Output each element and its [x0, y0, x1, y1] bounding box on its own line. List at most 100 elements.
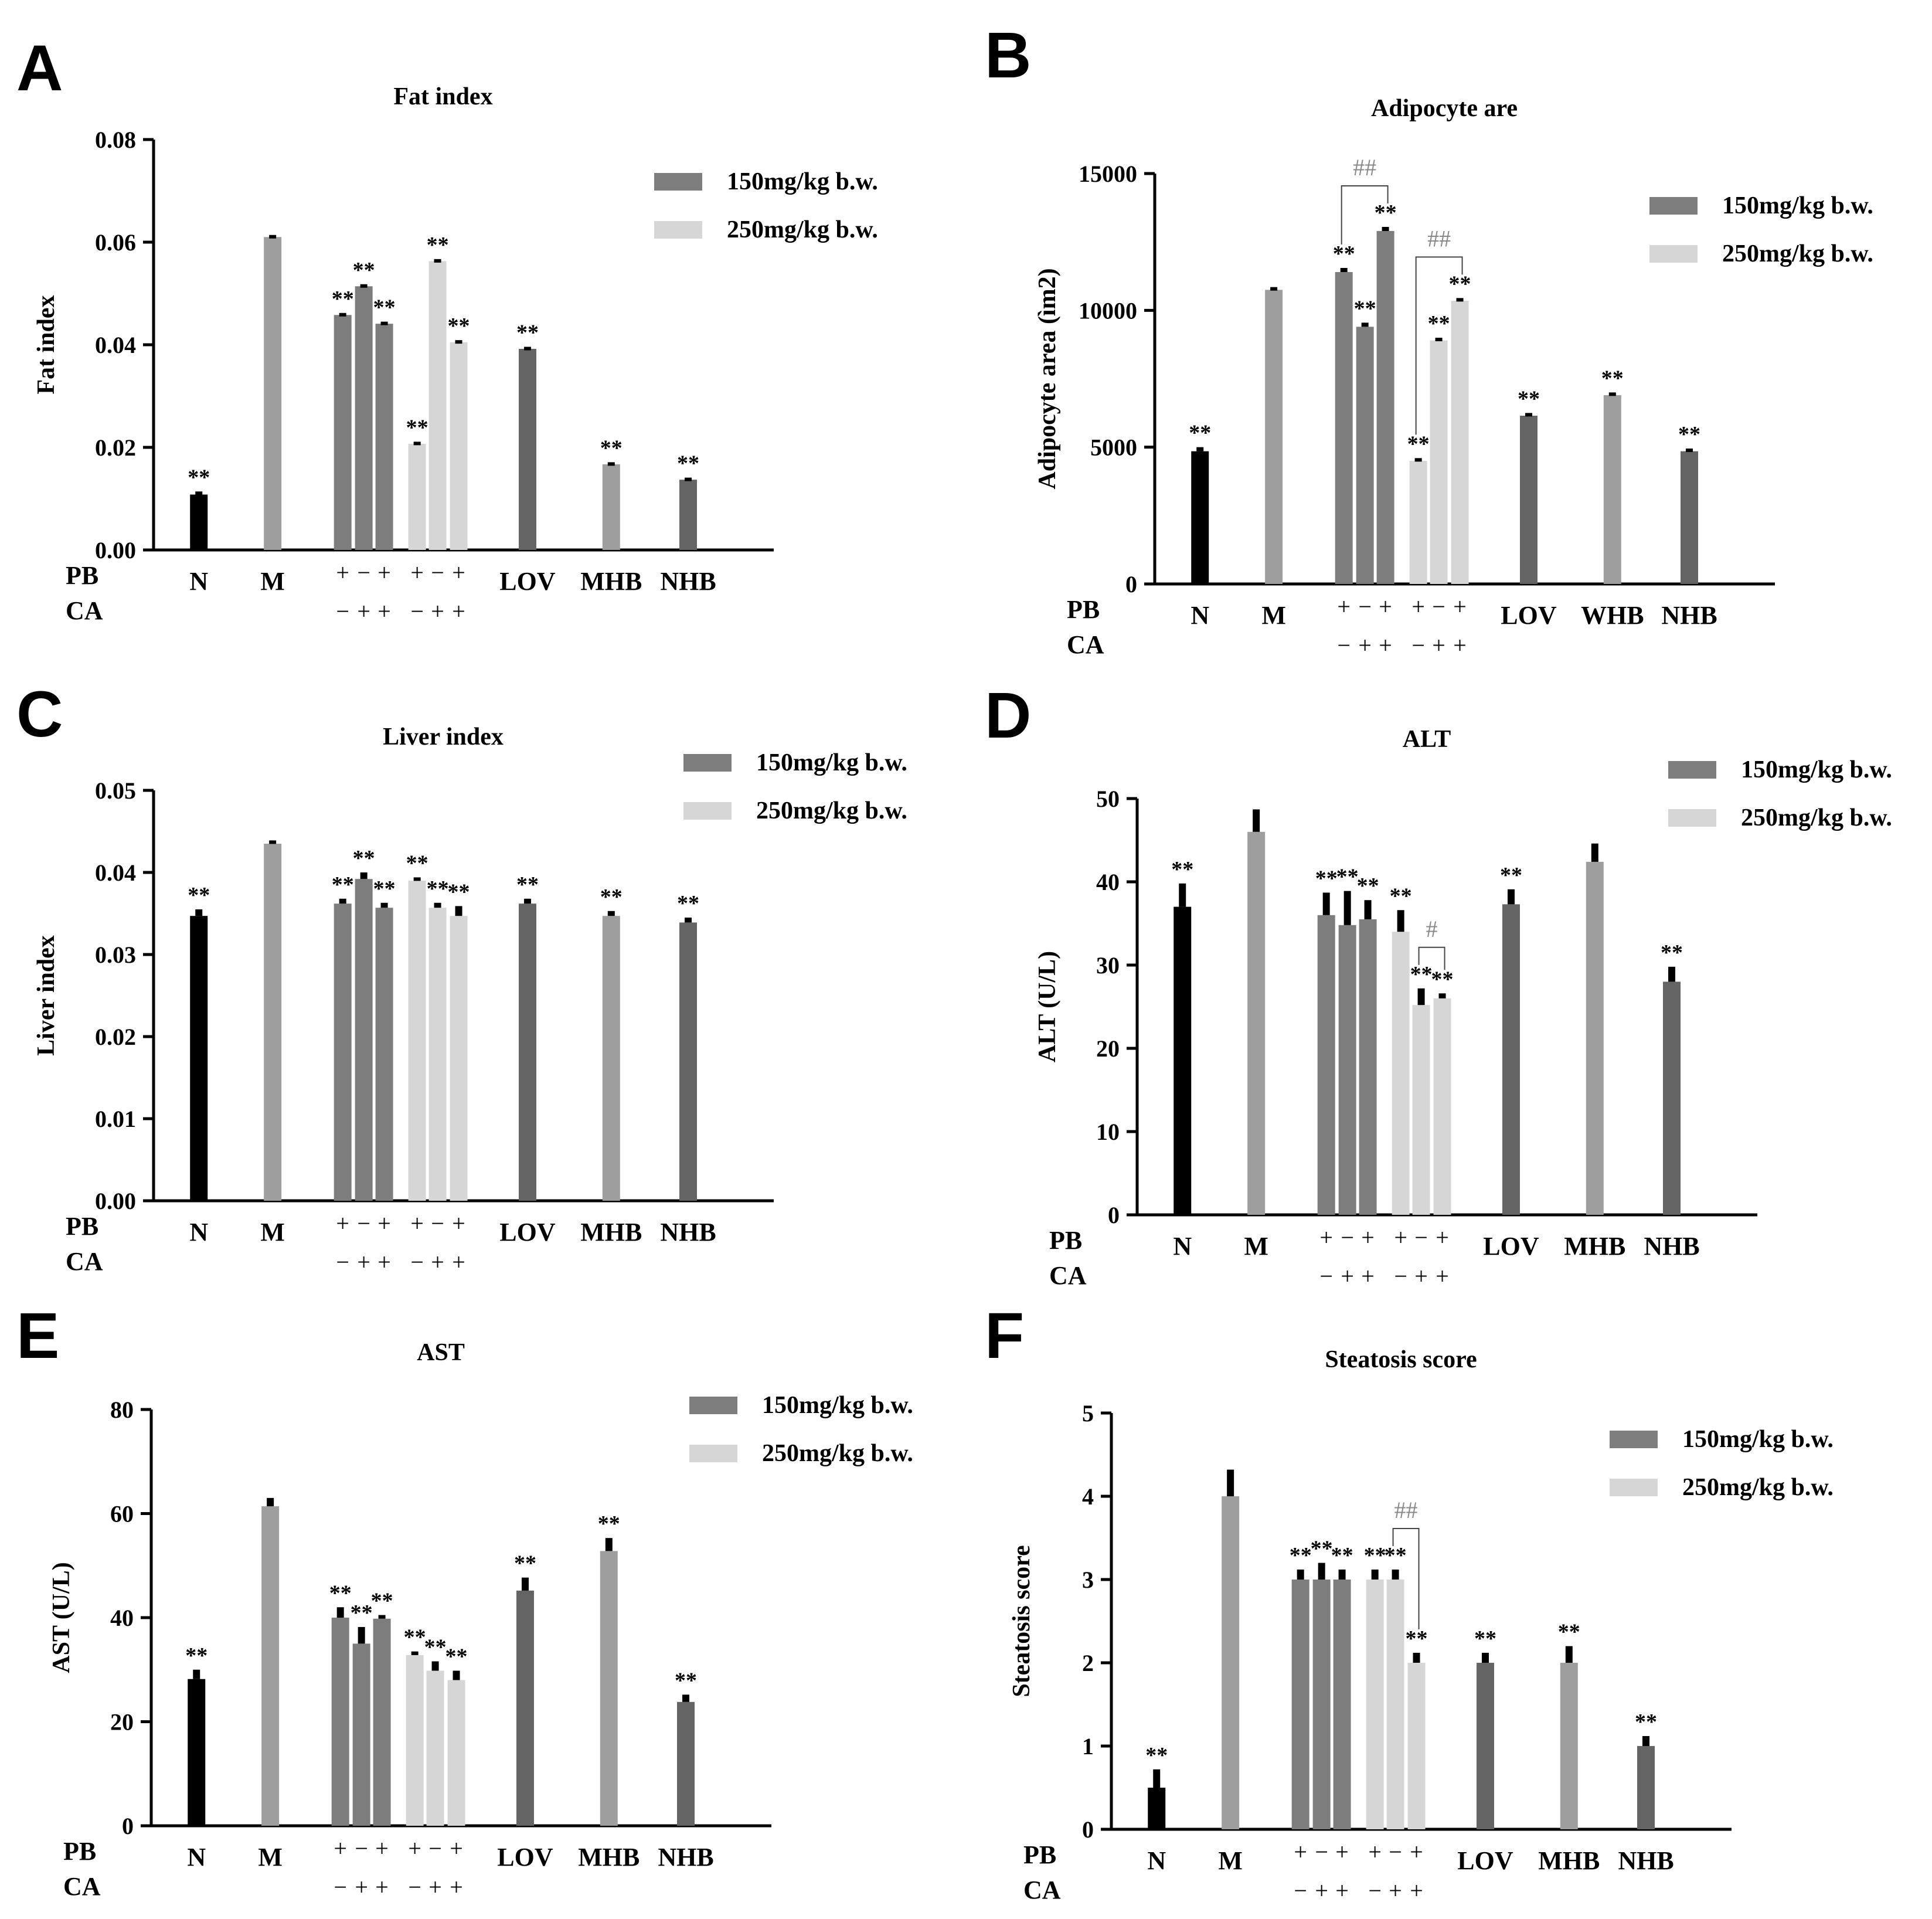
legend-label-250: 250mg/kg b.w.: [1722, 240, 1873, 267]
bar: [428, 261, 447, 550]
y-tick-label: 0: [1108, 1202, 1120, 1228]
category-label: LOV: [499, 567, 556, 596]
error-bar: [269, 235, 277, 239]
error-bar: [521, 1577, 529, 1591]
bar: [355, 286, 373, 550]
error-bar: [380, 321, 388, 325]
bar: [1412, 1005, 1430, 1215]
significance-label: **: [373, 877, 396, 901]
legend-swatch-150: [1610, 1431, 1658, 1448]
bar: [190, 494, 208, 550]
pb-sign: +: [1319, 1224, 1333, 1251]
ca-sign: +: [1335, 1877, 1349, 1904]
y-tick-label: 0.02: [95, 1024, 136, 1050]
error-bar: [1382, 227, 1389, 231]
error-bar: [605, 1538, 613, 1551]
panel-a: A Fat index 0.00 0.02 0.04 0.06 0.08 Fat index…: [0, 0, 966, 633]
error-bar: [336, 1607, 344, 1618]
bar: [1148, 1788, 1166, 1829]
category-label: N: [1191, 601, 1209, 630]
category-label: N: [187, 1843, 206, 1872]
chart-title: ALT: [1403, 726, 1451, 753]
y-axis-label: ALT (U/L): [1034, 951, 1061, 1062]
error-bar: [1668, 966, 1675, 982]
category-label: NHB: [1661, 601, 1717, 630]
pb-sign: +: [410, 559, 424, 586]
pb-sign: −: [357, 1210, 370, 1237]
error-bar: [1322, 892, 1330, 915]
error-bar: [1438, 993, 1446, 998]
significance-label: **: [1315, 866, 1338, 891]
significance-label: **: [1385, 1543, 1407, 1568]
bar: [1637, 1746, 1655, 1829]
pb-sign: +: [452, 1210, 465, 1237]
category-label: MHB: [578, 1843, 640, 1872]
significance-label: **: [424, 1635, 447, 1660]
row-label-pb: PB: [1067, 595, 1100, 624]
significance-label: **: [371, 1589, 393, 1614]
legend-swatch-150: [1649, 197, 1698, 215]
y-tick-label: 60: [110, 1501, 134, 1527]
bar: [1451, 301, 1469, 584]
significance-label: **: [448, 314, 470, 338]
bar: [1317, 915, 1335, 1215]
comparison-bracket: [1415, 256, 1463, 435]
legend-label-150: 150mg/kg b.w.: [756, 749, 907, 776]
error-bar: [1685, 449, 1693, 452]
significance-label: **: [677, 891, 699, 916]
y-tick-label: 80: [110, 1397, 134, 1423]
y-tick-label: 0.05: [95, 777, 136, 804]
y-tick-label: 0.00: [95, 537, 136, 563]
significance-label: **: [332, 872, 354, 897]
bar: [1560, 1663, 1578, 1829]
category-label: M: [1244, 1232, 1268, 1261]
error-bar: [607, 911, 615, 916]
significance-label: **: [1375, 201, 1397, 225]
bar: [1247, 831, 1266, 1215]
category-label: M: [260, 567, 285, 596]
significance-label: **: [1390, 884, 1412, 908]
error-bar: [1642, 1735, 1649, 1746]
error-bar: [1591, 843, 1598, 862]
bar: [600, 1551, 618, 1826]
category-label: LOV: [499, 1218, 556, 1246]
y-tick-label: 4: [1082, 1483, 1094, 1510]
error-bar: [267, 1497, 274, 1507]
legend-swatch-250: [1610, 1479, 1658, 1496]
pb-sign: +: [1337, 593, 1351, 620]
bar: [450, 916, 468, 1201]
y-tick-label: 2: [1082, 1650, 1094, 1676]
error-bar: [1179, 883, 1186, 907]
ca-sign: +: [377, 1249, 391, 1275]
y-tick-label: 0.03: [95, 942, 136, 968]
significance-label: **: [598, 1512, 620, 1536]
category-label: NHB: [1644, 1232, 1699, 1261]
legend-swatch-250: [689, 1445, 737, 1462]
bar: [1662, 981, 1681, 1215]
y-tick-label: 0: [1125, 571, 1137, 597]
bar: [516, 1590, 534, 1826]
bar: [518, 904, 536, 1201]
error-bar: [431, 1661, 439, 1671]
bar: [428, 908, 447, 1201]
error-bar: [434, 902, 441, 908]
error-bar: [1364, 900, 1372, 919]
bar: [602, 916, 620, 1201]
legend-label-250: 250mg/kg b.w.: [756, 797, 907, 824]
legend-swatch-250: [654, 221, 702, 239]
error-bar: [378, 1615, 386, 1619]
pb-sign: −: [1432, 593, 1445, 620]
y-tick-label: 0.08: [95, 127, 136, 153]
pb-sign: +: [1361, 1224, 1375, 1251]
significance-label: **: [1428, 311, 1450, 336]
pb-sign: −: [428, 1835, 442, 1862]
error-bar: [1608, 392, 1616, 396]
error-bar: [380, 902, 388, 908]
panel-e: E AST 0 20 40 60 80 AST (U/L) ** ** ** ** ** ** ** ** *…: [0, 1278, 966, 1919]
bar: [1265, 290, 1283, 584]
significance-label: **: [1406, 1626, 1428, 1651]
bar: [352, 1643, 370, 1826]
y-tick-label: 0: [1082, 1816, 1094, 1843]
error-bar: [339, 313, 346, 317]
